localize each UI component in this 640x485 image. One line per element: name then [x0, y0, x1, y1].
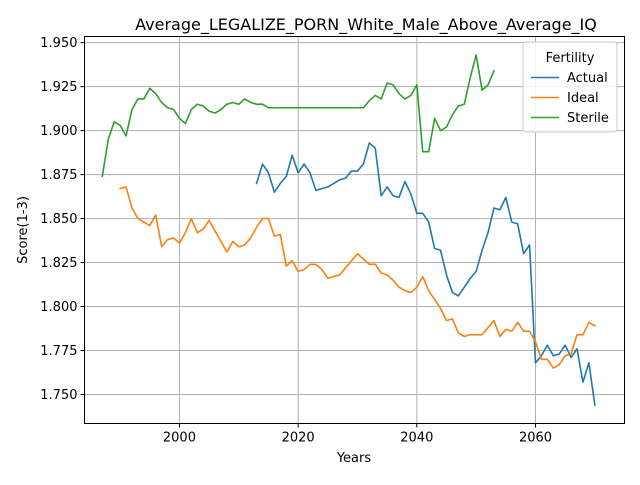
legend-label-actual: Actual: [567, 71, 608, 86]
chart-title: Average_LEGALIZE_PORN_White_Male_Above_A…: [135, 15, 597, 35]
y-axis-label: Score(1-3): [16, 196, 31, 264]
y-tick-label: 1.925: [40, 80, 77, 95]
y-tick-label: 1.800: [40, 300, 77, 315]
x-tick-label: 2060: [519, 431, 552, 446]
y-tick-label: 1.825: [40, 256, 77, 271]
legend: Fertility Actual Ideal Sterile: [522, 41, 618, 133]
x-tick-label: 2020: [282, 431, 315, 446]
x-tick-label: 2040: [400, 431, 433, 446]
y-tick-label: 1.950: [40, 36, 77, 51]
y-tick-label: 1.850: [40, 212, 77, 227]
x-axis-label: Years: [336, 451, 372, 466]
y-tick-label: 1.875: [40, 168, 77, 183]
legend-title: Fertility: [546, 51, 595, 66]
y-tick-label: 1.775: [40, 344, 77, 359]
y-tick-label: 1.900: [40, 124, 77, 139]
legend-label-sterile: Sterile: [567, 111, 609, 126]
series-line-actual: [255, 142, 596, 406]
axis-ticks: 2000 2020 2040 2060 1.750 1.775 1.800 1.825 1.85…: [40, 36, 552, 445]
x-tick-label: 2000: [163, 431, 196, 446]
series-lines: [101, 54, 596, 406]
y-tick-label: 1.750: [40, 388, 77, 403]
legend-entries: Actual Ideal Sterile: [531, 71, 609, 126]
series-line-ideal: [119, 186, 596, 369]
legend-box: [522, 41, 618, 133]
plot-frame: [84, 36, 625, 424]
legend-label-ideal: Ideal: [567, 91, 599, 106]
series-line-sterile: [101, 54, 495, 178]
